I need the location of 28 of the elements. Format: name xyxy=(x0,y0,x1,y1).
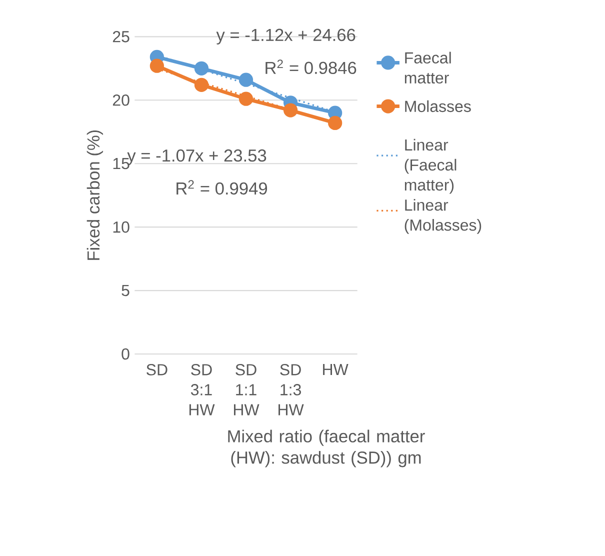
y-tick-label: 5 xyxy=(122,284,130,296)
legend-label: Linear (Faecal matter) xyxy=(404,138,456,194)
x-tick-label: SD xyxy=(146,364,168,376)
point xyxy=(238,92,254,106)
y-tick-label: 20 xyxy=(112,94,130,106)
y-tick-label: 10 xyxy=(113,221,130,233)
legend-label: Faecal matter xyxy=(404,52,451,84)
point xyxy=(194,61,209,76)
x-tick-label: SD 3:1 HW xyxy=(189,364,215,416)
annotation: y = -1.12x + 24.66 xyxy=(216,28,356,45)
y-axis-title: Fixed carbon (%) xyxy=(86,130,104,260)
point xyxy=(238,72,254,87)
annotation: R$^{2}$ = 0.9846 xyxy=(266,60,356,74)
y-tick-label: 25 xyxy=(112,31,130,42)
point xyxy=(150,58,164,73)
annotation: y = -1.07x + 23.53 xyxy=(127,149,266,166)
point xyxy=(283,103,298,118)
x-tick-label: HW xyxy=(323,364,348,376)
x-tick-label: SD 1:3 HW xyxy=(278,364,304,416)
y-tick-label: 15 xyxy=(113,158,130,170)
annotation: R$^{2}$ = 0.9949 xyxy=(176,180,268,195)
y-tick-label: 0 xyxy=(122,348,130,360)
point xyxy=(328,116,342,130)
legend-label: Molasses xyxy=(405,100,471,112)
legend-label: Linear (Molasses) xyxy=(404,198,482,234)
point xyxy=(194,78,209,92)
x-tick-label: SD 1:1 HW xyxy=(234,364,260,416)
x-axis-title: Mixed ratio (faecal matter (HW): sawdust (SD)) gm xyxy=(228,430,425,468)
